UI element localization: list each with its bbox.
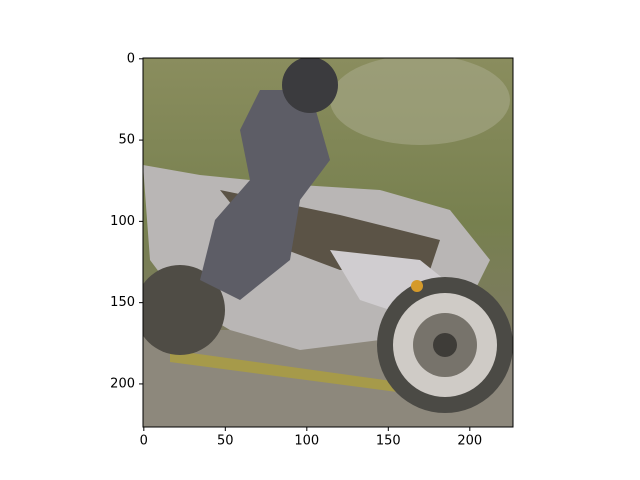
axes: 0 50 100 150 200 0 50 100 150 200 xyxy=(110,51,514,449)
y-tick-label: 200 xyxy=(110,376,135,391)
y-tick-label: 50 xyxy=(118,133,135,148)
axes-frame xyxy=(142,57,514,428)
y-tick-label: 150 xyxy=(110,295,135,310)
x-tick-label: 100 xyxy=(294,434,319,449)
x-tick-label: 150 xyxy=(376,434,401,449)
y-tick-label: 0 xyxy=(127,51,135,66)
x-tick-label: 200 xyxy=(457,434,482,449)
image xyxy=(143,58,513,427)
x-tick-label: 0 xyxy=(140,434,148,449)
y-tick-label: 100 xyxy=(110,214,135,229)
x-tick-label: 50 xyxy=(217,434,234,449)
